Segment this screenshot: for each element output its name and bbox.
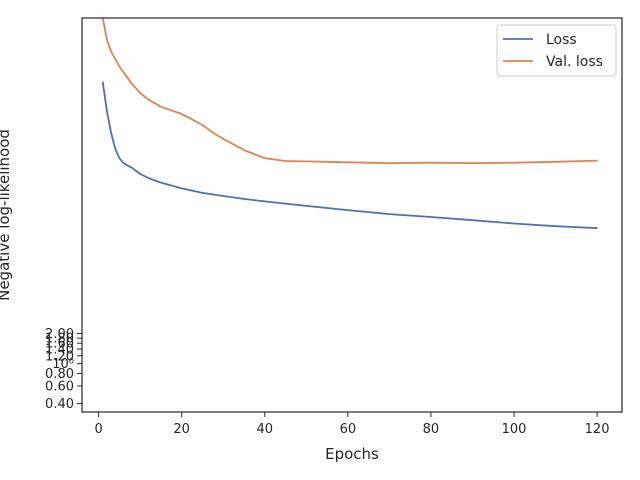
legend: Loss Val. loss xyxy=(496,24,617,77)
y-tick-label: 1.80 xyxy=(45,332,74,347)
x-tick-label: 40 xyxy=(256,422,273,437)
legend-label: Loss xyxy=(546,32,577,48)
y-tick-label: 0.80 xyxy=(45,367,74,382)
x-tick-label: 0 xyxy=(94,422,102,437)
x-axis-ticks: 0 20 40 60 80 100 120 xyxy=(94,412,609,437)
x-tick-label: 20 xyxy=(173,422,190,437)
x-tick-label: 60 xyxy=(340,422,357,437)
y-tick-label: 1.20 xyxy=(45,349,74,364)
y-tick-label: 1.40 xyxy=(45,343,74,358)
plot-frame xyxy=(81,17,623,413)
x-tick-label: 120 xyxy=(585,422,610,437)
y-tick-label: 0.60 xyxy=(45,379,74,394)
y-tick-label: 10⁰ xyxy=(52,357,74,372)
series-line-loss xyxy=(101,81,598,230)
y-axis-label: Negative log-likelihood xyxy=(0,129,13,301)
legend-box xyxy=(496,24,617,77)
legend-label: Val. loss xyxy=(546,54,603,70)
x-axis-label: Epochs xyxy=(325,445,379,463)
y-tick-label: 1.60 xyxy=(45,337,74,352)
y-tick-label: 2.00 xyxy=(45,327,74,342)
x-tick-label: 80 xyxy=(423,422,440,437)
x-tick-label: 100 xyxy=(502,422,527,437)
series-line-val-loss xyxy=(101,17,598,165)
y-tick-label: 0.40 xyxy=(45,397,74,412)
series-layer xyxy=(101,17,598,230)
